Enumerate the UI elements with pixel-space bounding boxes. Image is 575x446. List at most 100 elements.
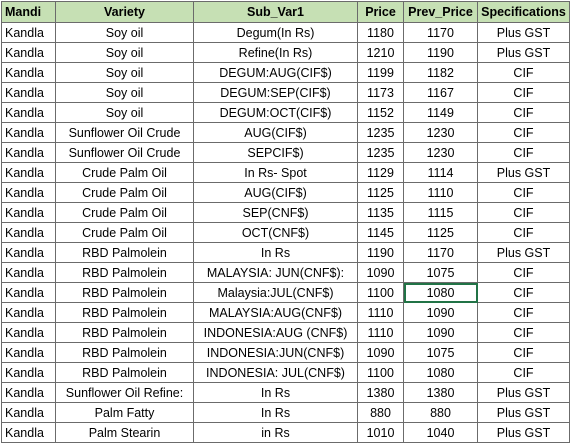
table-cell[interactable]: 1110 — [403, 182, 478, 203]
table-cell[interactable]: 1149 — [403, 102, 478, 123]
table-cell[interactable]: In Rs — [193, 382, 358, 403]
table-cell[interactable]: Kandla — [1, 242, 56, 263]
table-cell[interactable]: Kandla — [1, 262, 56, 283]
table-cell[interactable]: 1182 — [403, 62, 478, 83]
table-cell[interactable]: 880 — [403, 402, 478, 423]
table-cell[interactable]: Kandla — [1, 362, 56, 383]
table-cell[interactable]: RBD Palmolein — [55, 362, 194, 383]
table-cell[interactable]: 1190 — [357, 242, 404, 263]
table-cell[interactable]: Kandla — [1, 282, 56, 303]
table-cell[interactable]: 1100 — [357, 282, 404, 303]
table-cell[interactable]: Kandla — [1, 122, 56, 143]
table-cell[interactable]: Refine(In Rs) — [193, 42, 358, 63]
table-cell[interactable]: Plus GST — [477, 422, 570, 443]
table-cell[interactable]: CIF — [477, 122, 570, 143]
table-cell[interactable]: 1170 — [403, 242, 478, 263]
table-cell[interactable]: in Rs — [193, 422, 358, 443]
table-cell[interactable]: RBD Palmolein — [55, 342, 194, 363]
table-cell[interactable]: CIF — [477, 82, 570, 103]
table-cell[interactable]: RBD Palmolein — [55, 242, 194, 263]
table-cell[interactable]: Kandla — [1, 22, 56, 43]
table-cell[interactable]: SEPCIF$) — [193, 142, 358, 163]
table-cell[interactable]: Soy oil — [55, 102, 194, 123]
table-cell[interactable]: 1135 — [357, 202, 404, 223]
table-cell[interactable]: CIF — [477, 142, 570, 163]
table-cell[interactable]: 1180 — [357, 22, 404, 43]
table-cell[interactable]: 1010 — [357, 422, 404, 443]
table-cell[interactable]: Kandla — [1, 222, 56, 243]
table-cell[interactable]: RBD Palmolein — [55, 322, 194, 343]
table-cell[interactable]: DEGUM:SEP(CIF$) — [193, 82, 358, 103]
table-cell[interactable]: Kandla — [1, 342, 56, 363]
table-cell[interactable]: CIF — [477, 282, 570, 303]
table-cell[interactable]: CIF — [477, 102, 570, 123]
table-cell[interactable]: 1380 — [403, 382, 478, 403]
table-cell[interactable]: 1235 — [357, 122, 404, 143]
table-cell[interactable]: 1129 — [357, 162, 404, 183]
table-cell[interactable]: CIF — [477, 362, 570, 383]
table-cell[interactable]: DEGUM:OCT(CIF$) — [193, 102, 358, 123]
table-cell[interactable]: Soy oil — [55, 22, 194, 43]
table-cell[interactable]: Plus GST — [477, 382, 570, 403]
table-cell[interactable]: Crude Palm Oil — [55, 202, 194, 223]
table-cell[interactable]: 1199 — [357, 62, 404, 83]
table-cell[interactable]: Soy oil — [55, 82, 194, 103]
table-cell[interactable]: 1040 — [403, 422, 478, 443]
table-cell[interactable]: Kandla — [1, 82, 56, 103]
table-cell[interactable]: 1380 — [357, 382, 404, 403]
table-cell[interactable]: OCT(CNF$) — [193, 222, 358, 243]
table-cell[interactable]: MALAYSIA: JUN(CNF$): — [193, 262, 358, 283]
table-cell[interactable]: CIF — [477, 342, 570, 363]
table-cell[interactable]: CIF — [477, 62, 570, 83]
table-cell[interactable]: 1167 — [403, 82, 478, 103]
table-cell[interactable]: Kandla — [1, 182, 56, 203]
table-cell[interactable]: 1152 — [357, 102, 404, 123]
table-cell[interactable]: Degum(In Rs) — [193, 22, 358, 43]
table-cell[interactable]: 1090 — [403, 322, 478, 343]
table-cell[interactable]: Sunflower Oil Crude — [55, 142, 194, 163]
table-cell[interactable]: Kandla — [1, 42, 56, 63]
table-cell[interactable]: INDONESIA:AUG (CNF$) — [193, 322, 358, 343]
table-cell[interactable]: MALAYSIA:AUG(CNF$) — [193, 302, 358, 323]
table-cell[interactable]: Crude Palm Oil — [55, 182, 194, 203]
table-cell[interactable]: CIF — [477, 262, 570, 283]
table-cell[interactable]: 1125 — [357, 182, 404, 203]
table-cell[interactable]: Kandla — [1, 302, 56, 323]
table-cell[interactable]: Kandla — [1, 422, 56, 443]
table-cell[interactable]: 1075 — [403, 342, 478, 363]
table-cell[interactable]: Kandla — [1, 142, 56, 163]
table-cell[interactable]: RBD Palmolein — [55, 282, 194, 303]
table-cell[interactable]: Plus GST — [477, 402, 570, 423]
table-cell[interactable]: CIF — [477, 222, 570, 243]
table-cell[interactable]: In Rs — [193, 242, 358, 263]
table-cell[interactable]: RBD Palmolein — [55, 262, 194, 283]
table-cell[interactable]: 1110 — [357, 302, 404, 323]
table-cell[interactable]: CIF — [477, 182, 570, 203]
table-cell[interactable]: 1075 — [403, 262, 478, 283]
table-cell[interactable]: AUG(CIF$) — [193, 122, 358, 143]
table-cell[interactable]: Plus GST — [477, 162, 570, 183]
table-cell[interactable]: 1090 — [357, 342, 404, 363]
table-cell[interactable]: AUG(CIF$) — [193, 182, 358, 203]
table-cell[interactable]: Kandla — [1, 102, 56, 123]
table-cell[interactable]: 1090 — [357, 262, 404, 283]
table-cell[interactable]: Kandla — [1, 402, 56, 423]
table-cell[interactable]: 1170 — [403, 22, 478, 43]
table-cell[interactable]: Plus GST — [477, 42, 570, 63]
table-cell[interactable]: Kandla — [1, 322, 56, 343]
table-cell[interactable]: CIF — [477, 202, 570, 223]
table-cell[interactable]: 1115 — [403, 202, 478, 223]
table-cell[interactable]: 1173 — [357, 82, 404, 103]
table-cell[interactable]: CIF — [477, 302, 570, 323]
table-cell[interactable]: 1230 — [403, 122, 478, 143]
table-cell[interactable]: In Rs- Spot — [193, 162, 358, 183]
table-cell[interactable]: RBD Palmolein — [55, 302, 194, 323]
table-cell[interactable]: 1125 — [403, 222, 478, 243]
table-cell[interactable]: Sunflower Oil Refine: — [55, 382, 194, 403]
table-cell[interactable]: Kandla — [1, 162, 56, 183]
table-cell[interactable]: Soy oil — [55, 62, 194, 83]
table-cell[interactable]: 1080 — [403, 282, 478, 303]
table-cell[interactable]: DEGUM:AUG(CIF$) — [193, 62, 358, 83]
table-cell[interactable]: INDONESIA:JUN(CNF$) — [193, 342, 358, 363]
table-cell[interactable]: 1235 — [357, 142, 404, 163]
